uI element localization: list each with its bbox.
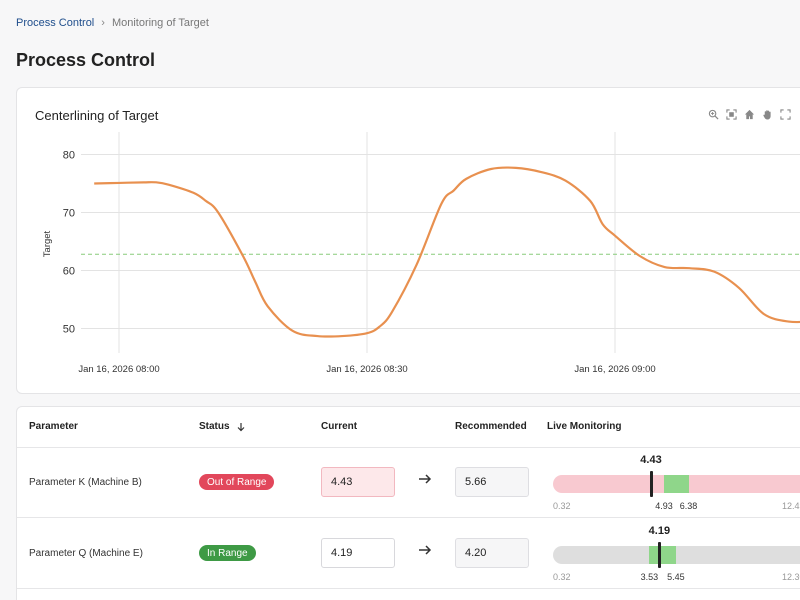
recommended-value: 5.66 [455, 467, 529, 497]
header-parameter: Parameter [29, 421, 78, 432]
current-marker-label: 4.19 [648, 525, 671, 537]
breadcrumb: Process Control › Monitoring of Target [16, 17, 209, 29]
x-tick-label: Jan 16, 2026 08:00 [78, 364, 159, 375]
range-min-label: 0.32 [553, 501, 571, 511]
row-divider [17, 517, 800, 518]
range-bar [553, 546, 800, 564]
zoom-in-icon[interactable] [707, 108, 719, 120]
target-series-line [94, 166, 800, 338]
status-badge: Out of Range [199, 474, 275, 490]
table-row: Parameter Q (Machine E) In Range 4.19 4.… [17, 518, 800, 589]
parameter-table: Parameter Status Current Recommended Liv… [16, 406, 800, 600]
header-live-monitoring: Live Monitoring [547, 421, 622, 432]
parameter-name: Parameter Q (Machine E) [29, 548, 143, 559]
y-tick-label: 80 [63, 150, 75, 162]
live-monitor: 4.43 0.32 4.93 6.38 12.49 [553, 447, 800, 518]
range-min-label: 0.32 [553, 572, 571, 582]
breadcrumb-root-link[interactable]: Process Control [16, 17, 95, 29]
range-max-label: 12.49 [782, 501, 800, 511]
current-marker [649, 471, 653, 497]
sort-down-icon [237, 422, 244, 431]
y-axis-label: Target [42, 230, 53, 257]
header-status[interactable]: Status [199, 421, 246, 432]
chart-card: Simulation50607080Jan 16, 2026 08:00Jan … [16, 87, 800, 394]
arrow-right-icon [419, 474, 432, 484]
recommended-value: 4.20 [455, 538, 529, 568]
breadcrumb-current: Monitoring of Target [111, 17, 209, 29]
table-row: Parameter K (Machine B) Out of Range 4.4… [17, 447, 800, 518]
current-marker [657, 542, 661, 568]
x-tick-label: Jan 16, 2026 09:00 [574, 364, 655, 375]
parameter-name: Parameter K (Machine B) [29, 477, 142, 488]
fullscreen-icon[interactable] [779, 108, 791, 120]
chart-title: Centerlining of Target [35, 108, 159, 123]
current-value-input[interactable]: 4.43 [321, 467, 395, 497]
band-high-label: 5.45 [667, 572, 685, 582]
chart-toolbar [707, 108, 791, 120]
header-status-label: Status [199, 421, 230, 432]
row-divider [17, 588, 800, 589]
y-tick-label: 50 [63, 324, 75, 336]
status-badge: In Range [199, 545, 256, 561]
band-low-label: 4.93 [655, 501, 673, 511]
range-bar [553, 475, 800, 493]
page-title: Process Control [16, 50, 156, 70]
target-band [663, 475, 689, 493]
home-icon[interactable] [743, 108, 755, 120]
current-marker-label: 4.43 [640, 454, 662, 466]
pan-hand-icon[interactable] [761, 108, 773, 120]
y-tick-label: 60 [63, 266, 75, 278]
band-low-label: 3.53 [640, 572, 659, 582]
target-band [649, 546, 676, 564]
arrow-right-icon [419, 545, 432, 555]
band-high-label: 6.38 [679, 501, 698, 511]
x-tick-label: Jan 16, 2026 08:30 [326, 364, 407, 375]
header-recommended: Recommended [455, 421, 527, 432]
line-chart: Simulation50607080Jan 16, 2026 08:00Jan … [42, 132, 800, 375]
range-max-label: 12.30 [782, 572, 800, 582]
zoom-selection-icon[interactable] [725, 108, 737, 120]
chevron-right-icon: › [101, 17, 105, 29]
header-current: Current [321, 421, 358, 432]
current-value-input[interactable]: 4.19 [321, 538, 395, 568]
live-monitor: 4.19 0.32 3.53 5.45 12.30 [553, 518, 800, 589]
header-divider [17, 447, 800, 448]
y-tick-label: 70 [63, 208, 75, 220]
